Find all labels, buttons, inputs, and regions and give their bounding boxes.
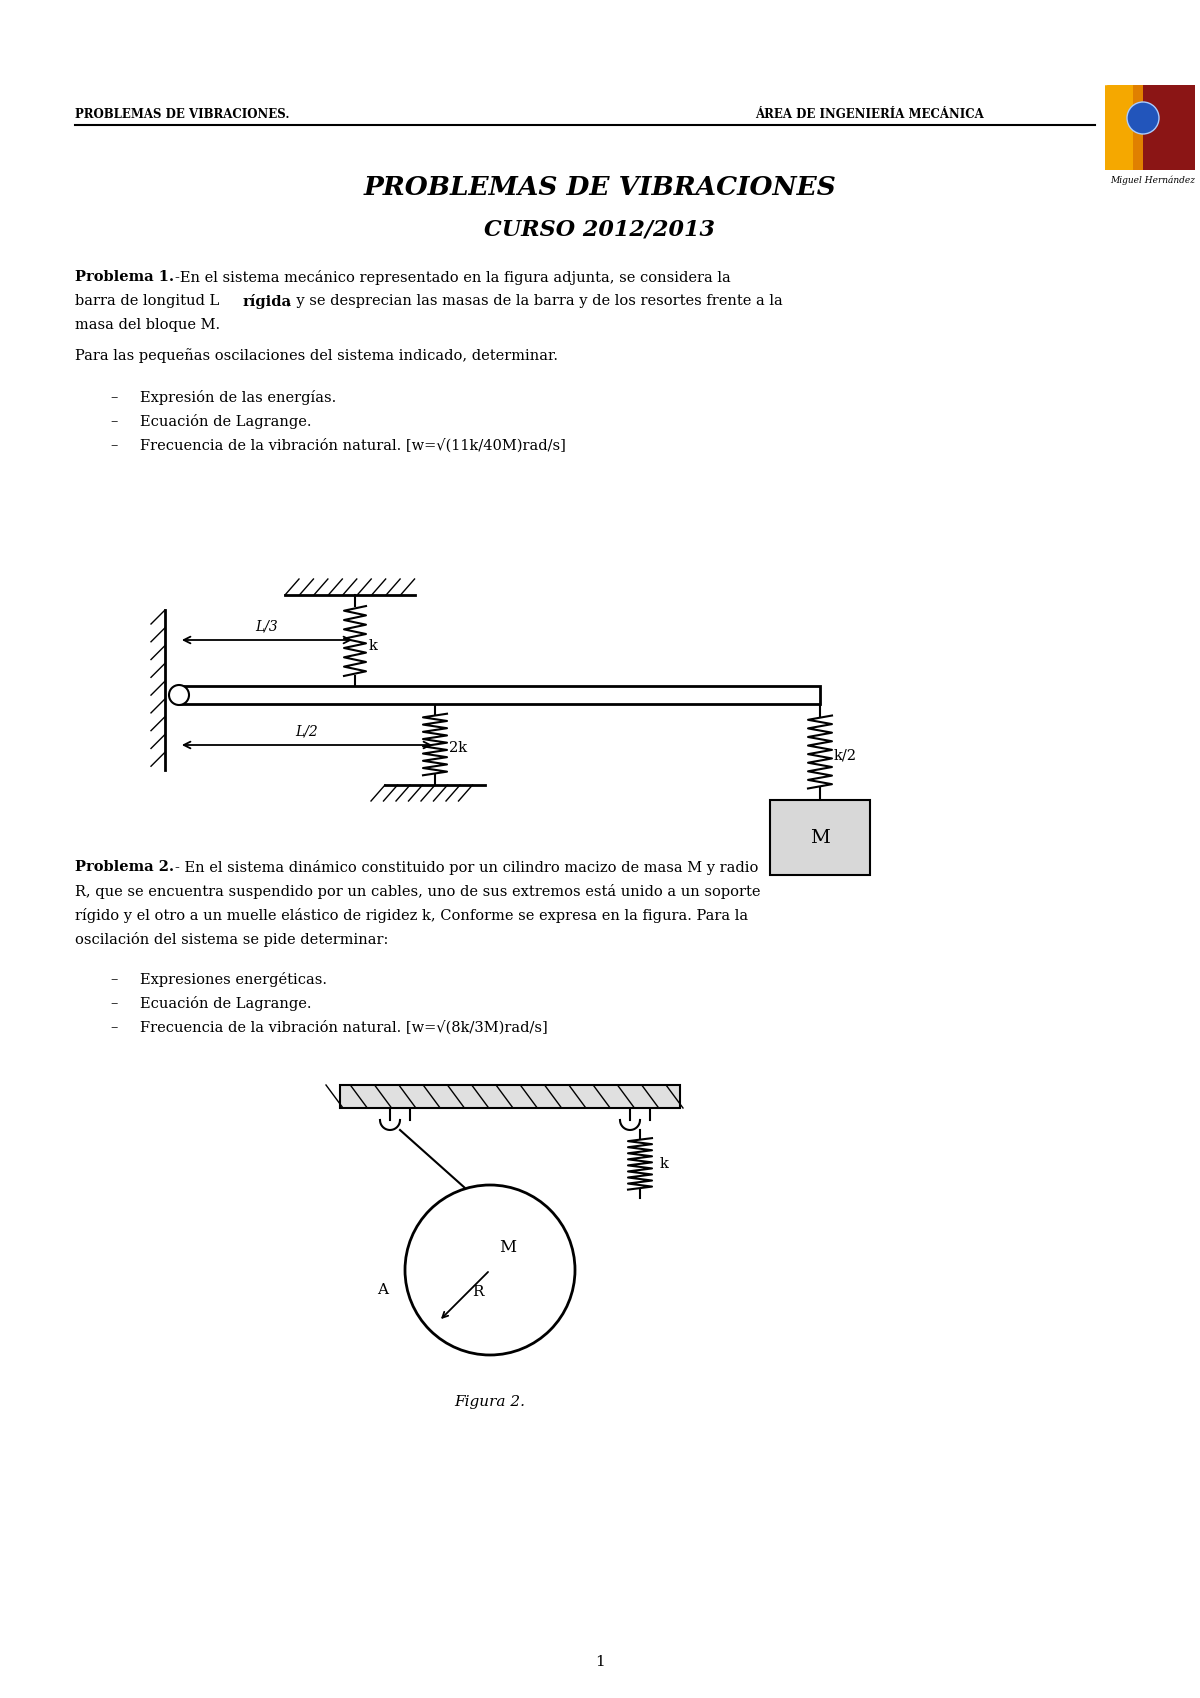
Text: Para las pequeñas oscilaciones del sistema indicado, determinar.: Para las pequeñas oscilaciones del siste… xyxy=(74,348,558,363)
Text: ÁREA DE INGENIERÍA MECÁNICA: ÁREA DE INGENIERÍA MECÁNICA xyxy=(755,109,984,121)
Bar xyxy=(770,800,870,874)
Text: –: – xyxy=(110,414,118,428)
Text: PROBLEMAS DE VIBRACIONES.: PROBLEMAS DE VIBRACIONES. xyxy=(74,109,289,121)
Text: M: M xyxy=(499,1240,516,1257)
Text: –: – xyxy=(110,438,118,452)
Text: –: – xyxy=(110,971,118,987)
Text: barra de longitud L: barra de longitud L xyxy=(74,294,224,307)
Text: Ecuación de Lagrange.: Ecuación de Lagrange. xyxy=(140,414,312,430)
Text: CURSO 2012/2013: CURSO 2012/2013 xyxy=(485,217,715,239)
Text: M: M xyxy=(810,829,830,847)
Text: - En el sistema dinámico constituido por un cilindro macizo de masa M y radio: - En el sistema dinámico constituido por… xyxy=(175,859,758,874)
Text: , y se desprecian las masas de la barra y de los resortes frente a la: , y se desprecian las masas de la barra … xyxy=(287,294,782,307)
Text: 2k: 2k xyxy=(449,740,467,754)
Text: k: k xyxy=(660,1156,668,1172)
Text: 1: 1 xyxy=(595,1656,605,1669)
Text: –: – xyxy=(110,391,118,404)
Text: R: R xyxy=(473,1285,484,1299)
Bar xyxy=(1105,85,1135,170)
Text: L/2: L/2 xyxy=(295,723,318,739)
Text: Frecuencia de la vibración natural. [w=√(11k/40M)rad/s]: Frecuencia de la vibración natural. [w=√… xyxy=(140,438,566,452)
Text: Figura 2.: Figura 2. xyxy=(455,1396,526,1409)
Text: k: k xyxy=(370,638,378,654)
Text: UNIVERSITAS: UNIVERSITAS xyxy=(1102,29,1111,85)
Circle shape xyxy=(169,684,190,705)
Text: PROBLEMAS DE VIBRACIONES: PROBLEMAS DE VIBRACIONES xyxy=(364,175,836,200)
Text: Expresión de las energías.: Expresión de las energías. xyxy=(140,391,336,406)
Bar xyxy=(179,686,820,705)
Text: L/3: L/3 xyxy=(256,620,278,633)
Text: Frecuencia de la vibración natural. [w=√(8k/3M)rad/s]: Frecuencia de la vibración natural. [w=√… xyxy=(140,1020,547,1034)
Text: k/2: k/2 xyxy=(834,749,857,762)
Text: rígida: rígida xyxy=(242,294,292,309)
Bar xyxy=(1133,85,1145,170)
Text: A: A xyxy=(377,1284,388,1297)
Text: masa del bloque M.: masa del bloque M. xyxy=(74,318,220,333)
Text: oscilación del sistema se pide determinar:: oscilación del sistema se pide determina… xyxy=(74,932,389,947)
Bar xyxy=(1142,85,1195,170)
Text: –: – xyxy=(110,1020,118,1034)
Text: Miguel Hernández: Miguel Hernández xyxy=(1110,175,1195,185)
Circle shape xyxy=(406,1185,575,1355)
Text: Problema 2.: Problema 2. xyxy=(74,859,174,874)
Text: Problema 1.: Problema 1. xyxy=(74,270,174,284)
Text: rígido y el otro a un muelle elástico de rigidez k, Conforme se expresa en la fi: rígido y el otro a un muelle elástico de… xyxy=(74,908,748,924)
Text: -En el sistema mecánico representado en la figura adjunta, se considera la: -En el sistema mecánico representado en … xyxy=(175,270,731,285)
Circle shape xyxy=(1127,102,1159,134)
Text: Ecuación de Lagrange.: Ecuación de Lagrange. xyxy=(140,997,312,1010)
Text: –: – xyxy=(110,997,118,1010)
Text: R, que se encuentra suspendido por un cables, uno de sus extremos está unido a u: R, que se encuentra suspendido por un ca… xyxy=(74,885,761,898)
Bar xyxy=(340,1085,680,1109)
Text: Expresiones energéticas.: Expresiones energéticas. xyxy=(140,971,326,987)
